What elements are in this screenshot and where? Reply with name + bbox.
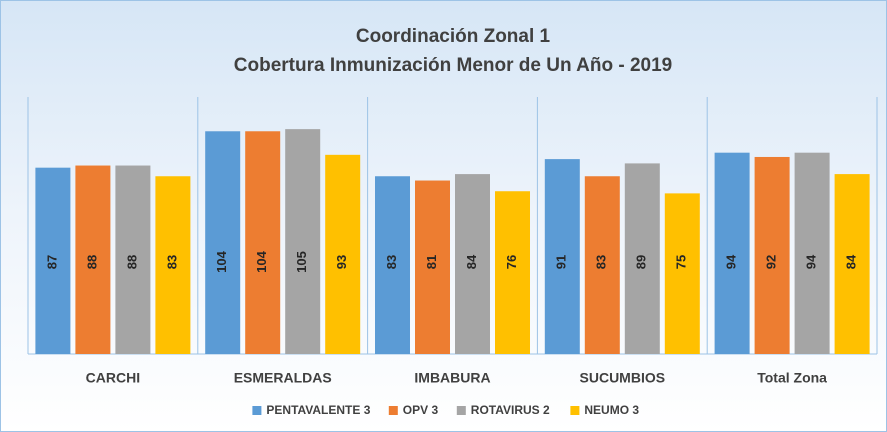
legend-label: NEUMO 3 bbox=[584, 403, 639, 417]
bar bbox=[415, 180, 450, 354]
bar bbox=[325, 154, 361, 354]
data-label: 75 bbox=[674, 255, 689, 269]
data-label: 87 bbox=[44, 255, 59, 269]
bar bbox=[584, 176, 620, 354]
legend-swatch bbox=[252, 406, 262, 415]
x-tick-label: SUCUMBIOS bbox=[580, 370, 666, 386]
legend-label: PENTAVALENTE 3 bbox=[266, 403, 370, 417]
bar bbox=[834, 174, 870, 354]
data-label: 83 bbox=[384, 255, 399, 269]
data-label: 105 bbox=[294, 251, 309, 273]
bar bbox=[664, 193, 700, 354]
bar bbox=[245, 131, 281, 354]
bar bbox=[624, 163, 660, 354]
chart-subtitle: Cobertura Inmunización Menor de Un Año -… bbox=[234, 55, 672, 76]
legend-label: ROTAVIRUS 2 bbox=[471, 403, 550, 417]
data-label: 76 bbox=[504, 255, 519, 269]
data-label: 89 bbox=[634, 255, 649, 269]
data-label: 91 bbox=[554, 255, 569, 269]
data-label: 81 bbox=[424, 255, 439, 269]
legend-label: OPV 3 bbox=[403, 403, 439, 417]
x-tick-label: Total Zona bbox=[757, 370, 827, 386]
bar bbox=[155, 176, 191, 354]
bar bbox=[35, 167, 71, 354]
bar bbox=[455, 174, 490, 354]
data-label: 83 bbox=[594, 255, 609, 269]
data-label: 93 bbox=[334, 255, 349, 269]
legend-swatch bbox=[570, 406, 580, 415]
bar bbox=[794, 152, 830, 354]
data-label: 104 bbox=[214, 250, 229, 272]
legend-swatch bbox=[456, 406, 466, 415]
x-tick-label: IMBABURA bbox=[414, 370, 490, 386]
bar bbox=[714, 152, 750, 354]
x-tick-label: CARCHI bbox=[86, 370, 140, 386]
bar bbox=[115, 165, 151, 354]
bar bbox=[754, 156, 790, 354]
bar bbox=[75, 165, 111, 354]
bar bbox=[375, 176, 410, 354]
data-label: 88 bbox=[124, 255, 139, 269]
data-label: 83 bbox=[164, 255, 179, 269]
data-label: 94 bbox=[804, 254, 819, 269]
legend-swatch bbox=[388, 406, 398, 415]
bar bbox=[544, 159, 580, 354]
bar bbox=[285, 129, 321, 354]
bar bbox=[205, 131, 241, 354]
chart-title: Coordinación Zonal 1 bbox=[356, 26, 551, 47]
data-label: 84 bbox=[464, 254, 479, 269]
data-label: 104 bbox=[254, 250, 269, 272]
bar bbox=[495, 191, 530, 354]
data-label: 84 bbox=[844, 254, 859, 269]
x-tick-label: ESMERALDAS bbox=[234, 370, 332, 386]
data-label: 88 bbox=[84, 255, 99, 269]
data-label: 92 bbox=[764, 255, 779, 269]
data-label: 94 bbox=[724, 254, 739, 269]
